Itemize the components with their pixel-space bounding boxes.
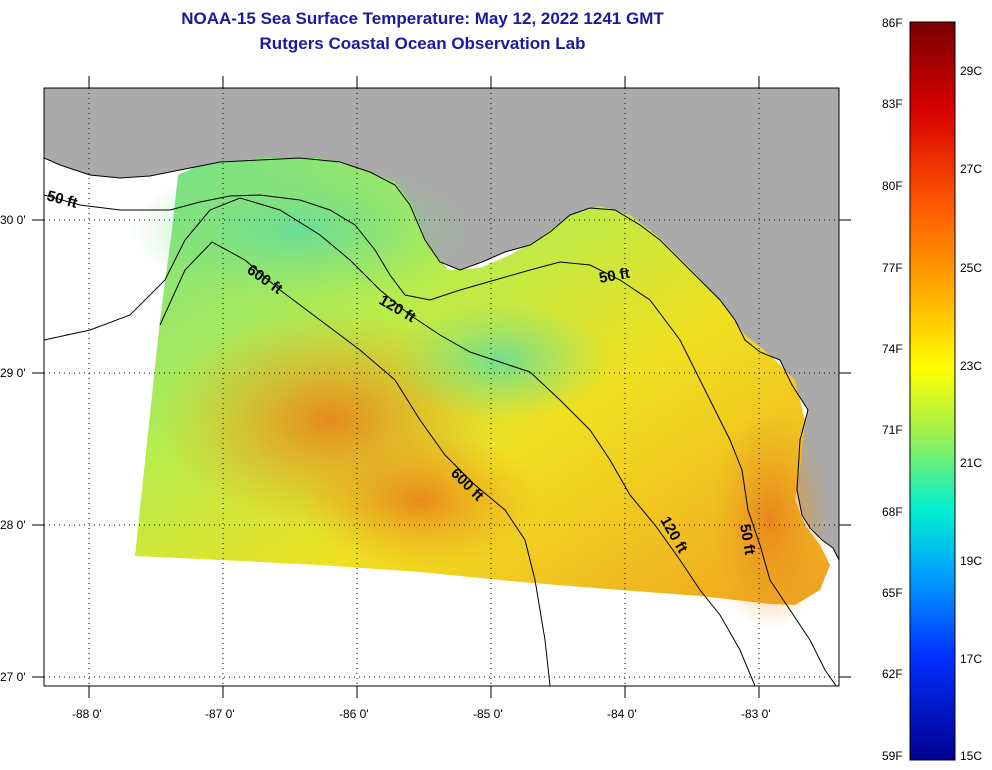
- c-label: 23C: [960, 359, 982, 373]
- contour-120ft: [44, 197, 756, 686]
- map-subtitle: Rutgers Coastal Ocean Observation Lab: [259, 34, 586, 53]
- lat-label: 29 0': [0, 366, 26, 380]
- f-label: 68F: [882, 505, 903, 519]
- contour-label: 50 ft: [598, 265, 631, 287]
- f-label: 74F: [882, 342, 903, 356]
- color-bar: [909, 21, 956, 761]
- f-label: 62F: [882, 667, 903, 681]
- lat-label: 30 0': [0, 213, 26, 227]
- land-area: [44, 88, 839, 560]
- f-label: 80F: [882, 179, 903, 193]
- lon-label: -84 0': [607, 707, 637, 721]
- lat-label: 28 0': [0, 518, 26, 532]
- f-label: 83F: [882, 97, 903, 111]
- coastline: [44, 157, 839, 561]
- c-label: 17C: [960, 652, 982, 666]
- c-label: 25C: [960, 261, 982, 275]
- contour-label: 50 ft: [736, 523, 758, 556]
- contour-600ft: [159, 241, 551, 686]
- f-label: 59F: [882, 749, 903, 763]
- c-label: 19C: [960, 554, 982, 568]
- map-title: NOAA-15 Sea Surface Temperature: May 12,…: [181, 9, 664, 28]
- lon-label: -83 0': [741, 707, 771, 721]
- c-label: 29C: [960, 64, 982, 78]
- c-label: 15C: [960, 749, 982, 763]
- lon-label: -87 0': [205, 707, 235, 721]
- f-label: 71F: [882, 423, 903, 437]
- lat-label: 27 0': [0, 670, 26, 684]
- axis-ticks: [32, 76, 851, 698]
- c-label: 21C: [960, 456, 982, 470]
- lon-label: -88 0': [72, 707, 102, 721]
- c-label: 27C: [960, 162, 982, 176]
- contour-50ft: [44, 194, 837, 686]
- f-label: 77F: [882, 261, 903, 275]
- lon-label: -85 0': [473, 707, 503, 721]
- lon-label: -86 0': [339, 707, 369, 721]
- f-label: 65F: [882, 586, 903, 600]
- f-label: 86F: [882, 16, 903, 30]
